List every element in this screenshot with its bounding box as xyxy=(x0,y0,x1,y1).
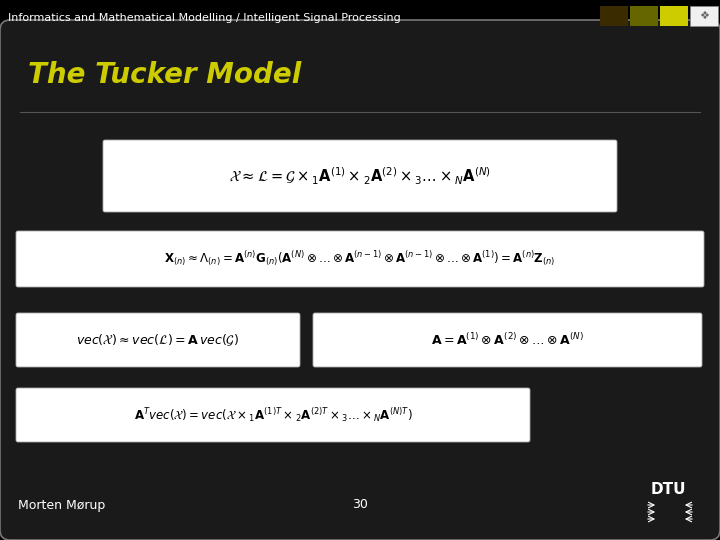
Text: $\mathbf{X}_{(n)} \approx \Lambda_{(n)} = \mathbf{A}^{(n)}\mathbf{G}_{(n)}(\math: $\mathbf{X}_{(n)} \approx \Lambda_{(n)} … xyxy=(164,249,556,268)
FancyBboxPatch shape xyxy=(313,313,702,367)
Bar xyxy=(630,6,658,26)
FancyBboxPatch shape xyxy=(0,20,720,540)
Text: Morten Mørup: Morten Mørup xyxy=(18,498,105,511)
Text: $\mathbf{A}^T vec(\mathcal{X}) = vec(\mathcal{X} \times_1 \mathbf{A}^{(1)T} \tim: $\mathbf{A}^T vec(\mathcal{X}) = vec(\ma… xyxy=(134,406,413,424)
Bar xyxy=(0,0,720,28)
Bar xyxy=(10,38,710,110)
Text: ❖: ❖ xyxy=(699,11,709,21)
FancyBboxPatch shape xyxy=(103,140,617,212)
FancyBboxPatch shape xyxy=(16,231,704,287)
Bar xyxy=(660,6,688,26)
Text: 30: 30 xyxy=(352,498,368,511)
Text: $vec(\mathcal{X}) \approx vec(\mathcal{L}) = \mathbf{A}\,vec(\mathcal{G})$: $vec(\mathcal{X}) \approx vec(\mathcal{L… xyxy=(76,332,240,348)
Text: $\mathbf{A} = \mathbf{A}^{(1)} \otimes \mathbf{A}^{(2)} \otimes \ldots \otimes \: $\mathbf{A} = \mathbf{A}^{(1)} \otimes \… xyxy=(431,332,584,348)
Text: DTU: DTU xyxy=(650,483,685,497)
Text: Informatics and Mathematical Modelling / Intelligent Signal Processing: Informatics and Mathematical Modelling /… xyxy=(8,13,401,23)
FancyBboxPatch shape xyxy=(16,313,300,367)
Text: The Tucker Model: The Tucker Model xyxy=(28,61,301,89)
Bar xyxy=(690,6,718,26)
FancyBboxPatch shape xyxy=(16,388,530,442)
Text: $\mathcal{X} \approx \mathcal{L} = \mathcal{G} \times_1 \mathbf{A}^{(1)} \times_: $\mathcal{X} \approx \mathcal{L} = \math… xyxy=(229,165,491,187)
Bar xyxy=(600,6,628,26)
